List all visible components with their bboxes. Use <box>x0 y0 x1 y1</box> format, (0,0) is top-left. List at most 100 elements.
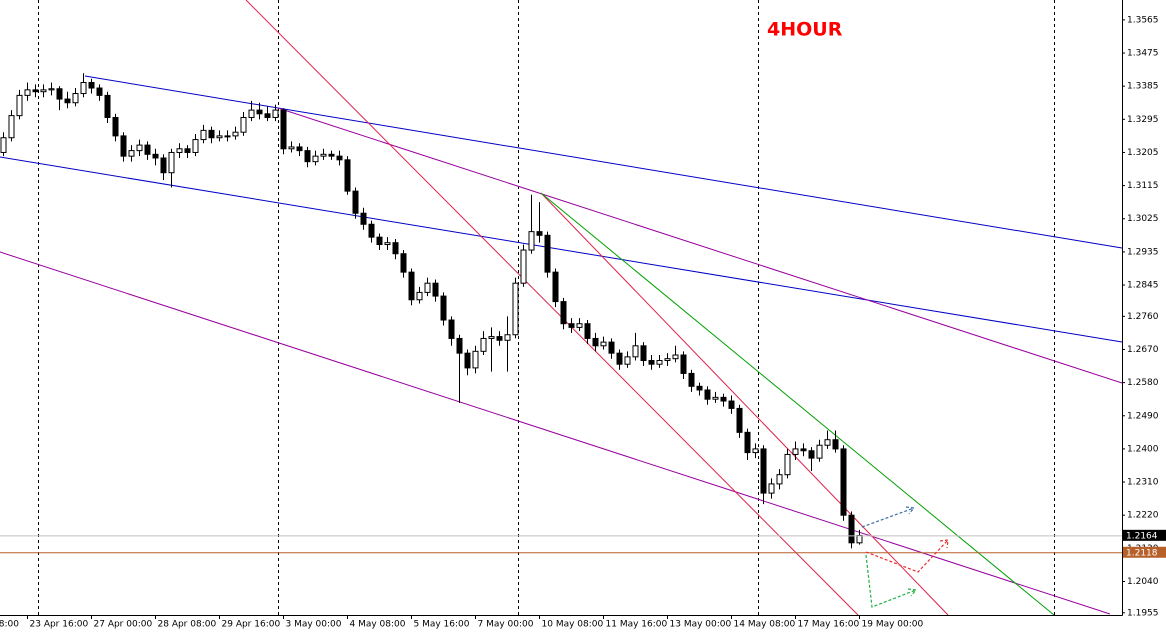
x-tick-label: 10 May 08:00 <box>542 620 604 630</box>
current-price-label: 1.2164 <box>1126 531 1158 541</box>
candle-body <box>248 109 255 118</box>
candle-body <box>296 146 303 152</box>
candle-body <box>664 358 671 362</box>
arrow <box>865 539 949 573</box>
candle-body <box>632 345 639 358</box>
candle-body <box>672 354 679 360</box>
candle-body <box>8 115 15 139</box>
candle-body <box>200 129 207 141</box>
candle-body <box>280 109 287 150</box>
candle-body <box>488 336 495 339</box>
candle-body <box>408 271 415 301</box>
candle-body <box>24 89 31 96</box>
candle-body <box>176 148 183 153</box>
marked-price-box <box>1123 546 1166 558</box>
candle-body <box>528 231 535 251</box>
candle-body <box>360 212 367 225</box>
candle-body <box>336 155 343 161</box>
candle-body <box>88 81 95 89</box>
candle-body <box>400 253 407 273</box>
y-tick-label: 1.3025 <box>1127 214 1159 224</box>
price-axis-area <box>1122 0 1166 634</box>
x-tick-label: 4 May 08:00 <box>350 620 406 630</box>
candle-body <box>512 282 519 336</box>
candle-body <box>224 135 231 138</box>
projection-arrows <box>861 506 949 608</box>
candle-body <box>776 474 783 485</box>
candle-body <box>688 372 695 387</box>
x-tick-label: 7 May 00:00 <box>478 620 534 630</box>
candle-body <box>472 350 479 369</box>
candle-body <box>568 323 575 328</box>
x-tick-label: 14 May 08:00 <box>734 620 796 630</box>
trendline <box>0 156 1123 343</box>
candle-body <box>600 341 607 347</box>
candle-body <box>536 231 543 236</box>
candle-body <box>432 282 439 297</box>
candle-body <box>760 448 767 494</box>
candle-body <box>64 98 71 104</box>
candle-body <box>816 444 823 459</box>
x-tick-label: 28 Apr 08:00 <box>158 620 217 630</box>
candle-body <box>848 514 855 544</box>
candle-body <box>744 431 751 454</box>
y-tick-label: 1.2670 <box>1127 345 1159 355</box>
x-tick-label: 17 May 16:00 <box>798 620 860 630</box>
candle-body <box>168 151 175 174</box>
candle-body <box>312 155 319 163</box>
y-tick-label: 1.2040 <box>1127 577 1159 587</box>
y-tick-label: 1.3385 <box>1127 82 1159 92</box>
candle-body <box>120 135 127 157</box>
arrow <box>865 554 918 608</box>
candle-body <box>608 341 615 354</box>
candle-body <box>416 291 423 301</box>
candle-body <box>832 439 839 450</box>
candle-body <box>184 148 191 153</box>
candle-body <box>680 354 687 374</box>
time-axis-area <box>0 615 1166 634</box>
candle-body <box>552 271 559 303</box>
candle-body <box>456 337 463 354</box>
candle-body <box>392 242 399 255</box>
candle-body <box>376 236 383 246</box>
y-tick-label: 1.3115 <box>1127 181 1159 191</box>
candle-body <box>792 448 799 455</box>
candle-body <box>72 93 79 104</box>
marked-price-label: 1.2118 <box>1126 548 1158 558</box>
candle-body <box>112 116 119 137</box>
candle-body <box>648 360 655 365</box>
candle-body <box>768 483 775 494</box>
y-tick-label: 1.2845 <box>1127 281 1159 291</box>
candle-body <box>856 534 863 544</box>
candle-body <box>520 249 527 284</box>
candle-body <box>256 109 263 115</box>
timeframe-title: 4HOUR <box>767 19 843 41</box>
candle-body <box>592 337 599 347</box>
candle-body <box>16 94 23 117</box>
candle-body <box>504 334 511 341</box>
x-tick-label: 23 Apr 16:00 <box>30 620 89 630</box>
y-tick-label: 1.1955 <box>1127 608 1159 618</box>
candle-body <box>40 89 47 93</box>
trendline <box>540 192 1055 616</box>
x-tick-label: 27 Apr 00:00 <box>94 620 153 630</box>
trendline <box>540 192 949 616</box>
current-price-box <box>1123 529 1166 541</box>
y-tick-label: 1.3565 <box>1127 15 1159 25</box>
candle-body <box>264 113 271 118</box>
candle-body <box>424 282 431 293</box>
candle-body <box>128 150 135 157</box>
trendline <box>277 107 1123 384</box>
candle-body <box>584 323 591 339</box>
candle-body <box>496 336 503 341</box>
x-tick-label: 3 May 00:00 <box>286 620 342 630</box>
x-tick-label: 8:00 <box>0 620 19 630</box>
candle-body <box>728 400 735 409</box>
candle-body <box>480 337 487 352</box>
x-tick-label: 5 May 16:00 <box>414 620 470 630</box>
y-tick-label: 1.2220 <box>1127 511 1159 521</box>
candle-body <box>784 453 791 476</box>
y-tick-label: 1.3295 <box>1127 115 1159 125</box>
